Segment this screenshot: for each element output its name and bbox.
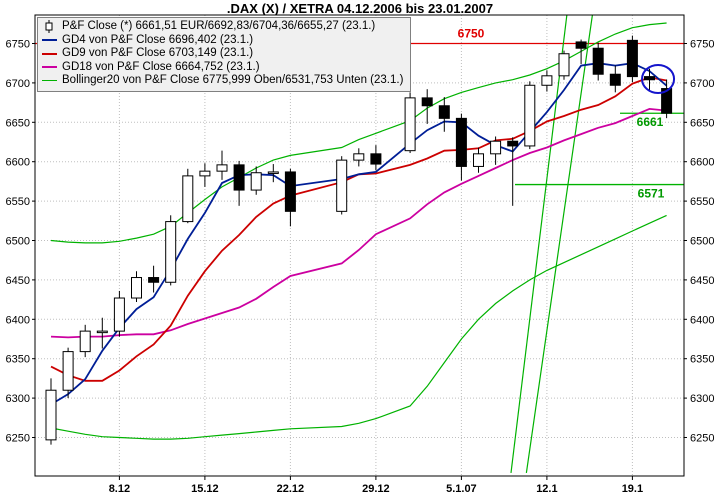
- svg-text:6600: 6600: [6, 157, 30, 169]
- svg-text:8.12: 8.12: [109, 483, 130, 495]
- svg-text:19.1: 19.1: [622, 483, 643, 495]
- svg-text:6450: 6450: [690, 275, 714, 287]
- gd4-line: [50, 62, 668, 406]
- svg-text:6400: 6400: [690, 314, 714, 326]
- bollinger-line-icon: [42, 80, 57, 82]
- svg-text:6750: 6750: [690, 39, 714, 51]
- axis-labels: 6250 6250 6300 6300 6350 6350 6400 6400 6450 6450…: [6, 39, 715, 496]
- svg-text:6550: 6550: [6, 196, 30, 208]
- svg-text:6750: 6750: [6, 39, 30, 51]
- svg-text:6250: 6250: [6, 433, 30, 445]
- svg-text:6450: 6450: [6, 275, 30, 287]
- svg-text:6750: 6750: [458, 27, 485, 41]
- gd9-line: [50, 76, 667, 382]
- legend-item-gd18[interactable]: GD18 von P&F Close 6664,752 (23.1.): [42, 61, 403, 75]
- svg-text:15.12: 15.12: [191, 483, 219, 495]
- svg-text:6350: 6350: [690, 354, 714, 366]
- svg-text:22.12: 22.12: [277, 483, 305, 495]
- svg-text:6600: 6600: [690, 157, 714, 169]
- svg-text:6700: 6700: [6, 78, 30, 90]
- svg-text:6300: 6300: [690, 393, 714, 405]
- svg-text:6400: 6400: [6, 314, 30, 326]
- chart-title: .DAX (X) / XETRA 04.12.2006 bis 23.01.20…: [226, 1, 494, 16]
- legend-item-label: GD18 von P&F Close 6664,752 (23.1.): [62, 60, 260, 73]
- svg-text:5.1.07: 5.1.07: [446, 483, 477, 495]
- moving-average-lines: [50, 62, 668, 406]
- svg-text:6650: 6650: [690, 117, 714, 129]
- bollinger-bands: [50, 22, 667, 440]
- svg-text:6571: 6571: [638, 187, 665, 201]
- legend-item-label: GD4 von P&F Close 6696,402 (23.1.): [62, 33, 254, 46]
- candlestick-icon: [42, 20, 57, 34]
- legend-item-gd9[interactable]: GD9 von P&F Close 6703,149 (23.1.): [42, 47, 403, 61]
- svg-text:6661: 6661: [637, 115, 664, 129]
- svg-text:6350: 6350: [6, 354, 30, 366]
- svg-text:6500: 6500: [6, 236, 30, 248]
- plot-border: [34, 14, 685, 477]
- legend-item-label: P&F Close (*) 6661,51 EUR/6692,83/6704,3…: [62, 20, 376, 32]
- svg-text:29.12: 29.12: [362, 483, 390, 495]
- legend-item-pf-close[interactable]: P&F Close (*) 6661,51 EUR/6692,83/6704,3…: [42, 20, 403, 34]
- legend: P&F Close (*) 6661,51 EUR/6692,83/6704,3…: [37, 17, 412, 92]
- legend-item-bollinger[interactable]: Bollinger20 von P&F Close 6775,999 Oben/…: [42, 74, 403, 88]
- gd4-line-icon: [42, 39, 57, 42]
- legend-item-label: Bollinger20 von P&F Close 6775,999 Oben/…: [62, 74, 404, 86]
- gd9-line-icon: [42, 52, 57, 55]
- highlight-circle: [641, 63, 676, 94]
- legend-item-gd4[interactable]: GD4 von P&F Close 6696,402 (23.1.): [42, 34, 403, 48]
- svg-text:12.1: 12.1: [536, 483, 557, 495]
- gd18-line: [50, 107, 667, 339]
- svg-text:6250: 6250: [690, 433, 714, 445]
- candlesticks: [45, 35, 673, 445]
- svg-text:6700: 6700: [690, 78, 714, 90]
- gd18-line-icon: [42, 66, 57, 69]
- trendlines: [510, 15, 594, 474]
- svg-text:6500: 6500: [690, 236, 714, 248]
- level-labels: 6750 6661 6571: [458, 27, 665, 201]
- svg-text:6650: 6650: [6, 117, 30, 129]
- svg-text:6300: 6300: [6, 393, 30, 405]
- legend-item-label: GD9 von P&F Close 6703,149 (23.1.): [62, 47, 254, 59]
- svg-text:6550: 6550: [690, 196, 714, 208]
